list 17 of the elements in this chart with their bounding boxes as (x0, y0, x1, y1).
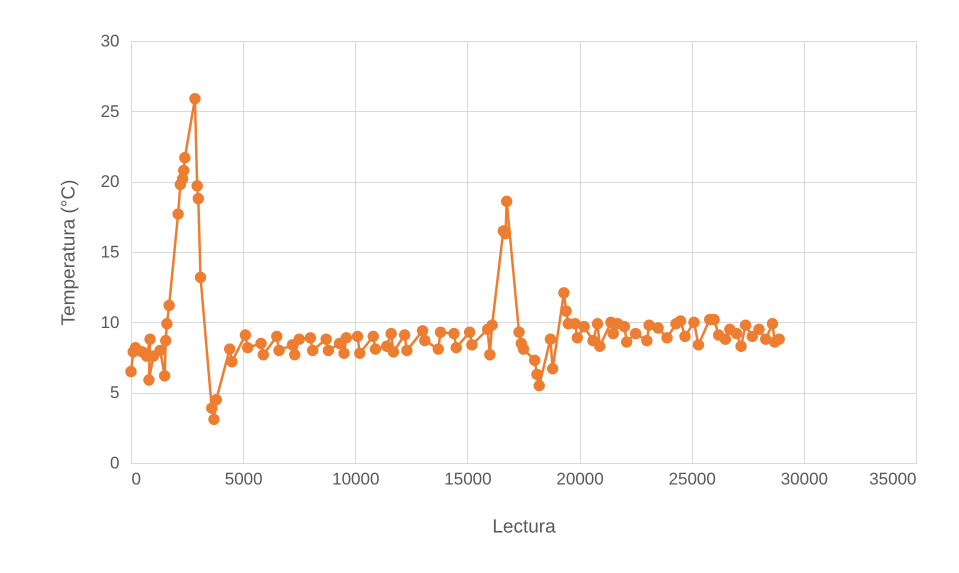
y-tick-label: 15 (100, 242, 120, 262)
x-tick-label: 20000 (556, 470, 604, 488)
y-tick-label: 10 (100, 312, 120, 332)
x-tick-label: 25000 (668, 470, 716, 488)
x-tick-label: 0 (132, 470, 141, 488)
y-tick-label: 20 (100, 172, 120, 192)
x-tick-label: 35000 (869, 470, 916, 488)
y-axis-title: Temperatura (°C) (58, 180, 80, 326)
y-tick-label: 30 (100, 32, 120, 50)
x-axis-title: Lectura (492, 516, 556, 538)
y-tick-label: 5 (110, 383, 120, 402)
y-tick-label: 25 (100, 102, 120, 121)
y-tick-label: 0 (110, 454, 120, 472)
x-tick-label: 10000 (332, 470, 380, 488)
x-tick-label: 5000 (224, 470, 263, 488)
x-tick-label: 15000 (444, 470, 492, 488)
x-tick-label: 30000 (780, 470, 828, 488)
